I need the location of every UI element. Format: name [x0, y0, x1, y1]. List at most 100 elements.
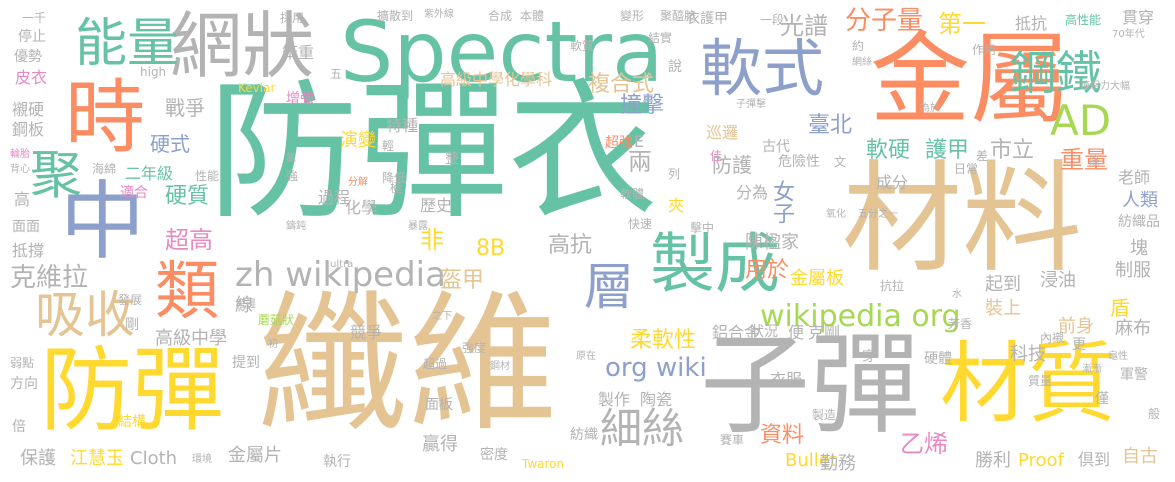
word-kangdi: 抵抗 [1015, 16, 1047, 32]
word-zhiliang: 質量 [1028, 375, 1052, 387]
word-gaojizhongxue-huaxue: 高級中學化學科 [440, 72, 552, 88]
word-zidan: 子彈 [700, 330, 920, 440]
word-wangsi: 網絲 [852, 58, 872, 68]
word-jinyou: 浸油 [1040, 272, 1076, 290]
word-gaojixing: 高性能 [1065, 14, 1101, 26]
word-chaoqiang: 超強 [605, 136, 633, 150]
word-tigao: 提到 [232, 356, 260, 370]
word-shengli: 勝利 [975, 452, 1011, 470]
word-lishi: 歷史 [420, 198, 452, 214]
word-yanghua: 氧化 [826, 210, 846, 220]
word-fangzhipin: 紡織品 [1118, 215, 1160, 229]
word-gudai: 古代 [762, 140, 790, 154]
word-guocheng: 過程 [318, 190, 350, 206]
word-jieshi: 結實 [648, 32, 672, 44]
word-lie: 列 [668, 168, 680, 180]
word-zhifu: 制服 [1115, 262, 1151, 280]
word-zhuangbei: 鑄鈍 [286, 222, 306, 232]
word-org-wiki: org wiki [605, 355, 707, 381]
word-gaoyuan: 高 [14, 192, 30, 208]
word-fuheshi: 複合式 [588, 74, 654, 96]
word-wu: 五 [330, 68, 342, 80]
word-jinshupian: 金屬片 [228, 447, 282, 465]
word-saiche: 賽車 [720, 434, 744, 446]
word-yingde: 贏得 [422, 436, 458, 454]
word-laoshi: 老師 [1118, 170, 1150, 186]
word-fazhan: 發展 [118, 294, 142, 306]
word-zigu: 自古 [1122, 448, 1158, 466]
word-chenyingjia: 陳楹家 [745, 234, 799, 252]
word-ultra: ultra [330, 260, 353, 270]
word-zhixing: 執行 [323, 455, 351, 469]
word-qing: 輕 [382, 140, 394, 152]
word-wen: 文 [834, 156, 846, 168]
word-zidanxing: 子彈擊 [736, 100, 766, 110]
word-zhuangshang: 裝上 [985, 300, 1021, 318]
word-qi: 氯 [286, 154, 296, 164]
word-yingzhi: 硬質 [165, 186, 209, 208]
word-shuiguo: 水 [952, 290, 962, 300]
word-keji: 科技 [1010, 346, 1046, 364]
word-benzhong: 笨重 [282, 45, 314, 61]
word-gangcai: 鋼材 [490, 362, 510, 372]
word-jianzhong: 擊中 [690, 222, 714, 234]
word-weiyu: 為於 [920, 104, 940, 114]
word-cha: 差 [976, 150, 988, 162]
word-zhizao: 製造 [812, 409, 836, 421]
word-ziwaixian: 紫外線 [424, 10, 454, 20]
word-bei: 倍 [12, 420, 26, 434]
word-proof: Proof [1018, 452, 1064, 470]
word-kuai: 塊 [1130, 240, 1148, 258]
word-tiao: 條 [1088, 155, 1100, 167]
word-ruanti: 軟體 [620, 188, 644, 200]
word-zhongliang: 重量 [1060, 148, 1108, 172]
word-neichen: 內襯 [1040, 332, 1064, 344]
word-chaogao: 超高 [165, 228, 213, 252]
word-erniang: 二年級 [125, 166, 173, 182]
word-lunxing: 龜性 [1108, 352, 1128, 362]
word-ruodian: 弱點 [10, 357, 34, 369]
word-keshi: 克剛 [808, 325, 840, 341]
word-benti: 本體 [520, 10, 544, 22]
word-jiangnuiyu: 江慧玉 [70, 450, 124, 468]
word-fenjie: 分解 [348, 178, 368, 188]
word-qiang: 強 [286, 170, 298, 182]
word-juaodao: 倶到 [1078, 452, 1110, 468]
word-gangban: 鋼板 [12, 122, 44, 138]
word-fangxiangji: 芳香 [948, 318, 972, 330]
word-gaokang: 高抗 [548, 235, 592, 257]
word-jianjian: 漸漸 [1082, 365, 1102, 375]
word-dun: 盾 [1110, 298, 1130, 318]
word-luntai: 輪胎 [10, 150, 30, 160]
word-ruanshi2: 軟質 [570, 40, 594, 52]
word-hujia: 護甲 [925, 140, 969, 162]
word-ju: 聚 [30, 150, 82, 202]
word-xingneng: 性能 [195, 170, 219, 182]
word-ruanshi: 軟式 [700, 38, 824, 100]
word-bianxing: 變形 [620, 10, 644, 22]
word-weixian: 危險性 [778, 155, 820, 169]
word-yanbian: 演變 [340, 132, 376, 150]
word-yifu: 衣服 [770, 372, 802, 388]
word-shihe: 適合 [120, 186, 148, 200]
word-jingsai: 競爭 [350, 325, 382, 341]
word-ad: AD [1050, 100, 1111, 142]
word-ceng: 層 [580, 260, 630, 310]
word-dicheng: 抵撐 [12, 243, 44, 259]
word-yingshi: 硬式 [150, 134, 190, 154]
word-e: E [634, 134, 644, 150]
word-zuoyong: 作用 [972, 44, 996, 56]
word-zhuangji: 撞擊 [620, 95, 664, 117]
word-gaojizhongxue: 高級中學 [155, 330, 227, 348]
word-huanjing: 環境 [192, 455, 212, 465]
word-ban: 般 [1148, 408, 1160, 420]
word-8b: 8B [476, 238, 505, 260]
word-fangxiang: 方向 [10, 377, 38, 391]
word-yue: 約 [852, 40, 864, 52]
word-yixi: 乙烯 [900, 432, 948, 456]
word-yingti: 硬體 [924, 352, 952, 366]
word-mabu: 麻布 [1115, 320, 1151, 338]
word-ji: 極 [390, 182, 402, 194]
word-zhuangjili: 撞擊力大幅 [1080, 82, 1130, 92]
word-zengqiang: 增強 [286, 92, 314, 106]
